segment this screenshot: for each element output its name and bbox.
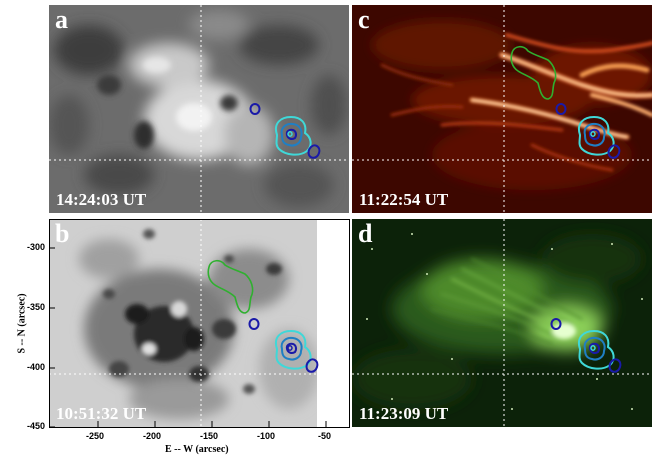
panel-a-image	[49, 5, 349, 213]
y-tick-label: -350	[27, 302, 46, 312]
y-tick-label: -400	[27, 362, 46, 372]
contour-outer-cyan	[275, 115, 312, 156]
x-tick-label: -200	[143, 431, 162, 441]
panel-a: a 14:24:03 UT	[49, 5, 349, 213]
y-axis-label: S -- N (arcsec)	[16, 293, 28, 354]
panel-timestamp: 14:24:03 UT	[56, 190, 147, 209]
panel-letter: a	[55, 5, 68, 34]
x-tick-label: -100	[257, 431, 276, 441]
x-axis-label: E -- W (arcsec)	[165, 444, 229, 455]
panel-letter: d	[358, 219, 373, 248]
panel-d-image	[352, 219, 652, 427]
panel-b-image	[49, 219, 319, 427]
panel-timestamp: 10:51:32 UT	[56, 404, 147, 423]
panel-letter: c	[358, 5, 370, 34]
panel-letter: b	[55, 219, 70, 248]
panel-c: c 11:22:54 UT	[352, 5, 652, 213]
contour-green	[510, 45, 557, 100]
contour-small-blue	[249, 103, 261, 115]
x-tick-label: -50	[318, 431, 332, 441]
x-tick-label: -150	[200, 431, 219, 441]
x-tick-label: -250	[86, 431, 105, 441]
contour-tail-dark	[307, 144, 321, 159]
panel-timestamp: 11:23:09 UT	[359, 404, 449, 423]
contour-inner-dark	[285, 128, 298, 140]
panel-b: b 10:51:32 UT	[49, 219, 319, 427]
y-tick-label: -300	[27, 242, 46, 252]
panel-d: d 11:23:09 UT	[352, 219, 652, 427]
contour-mid-blue	[280, 122, 303, 147]
y-tick-label: -450	[27, 421, 46, 431]
panel-timestamp: 11:22:54 UT	[359, 190, 449, 209]
panel-c-image	[352, 5, 652, 213]
